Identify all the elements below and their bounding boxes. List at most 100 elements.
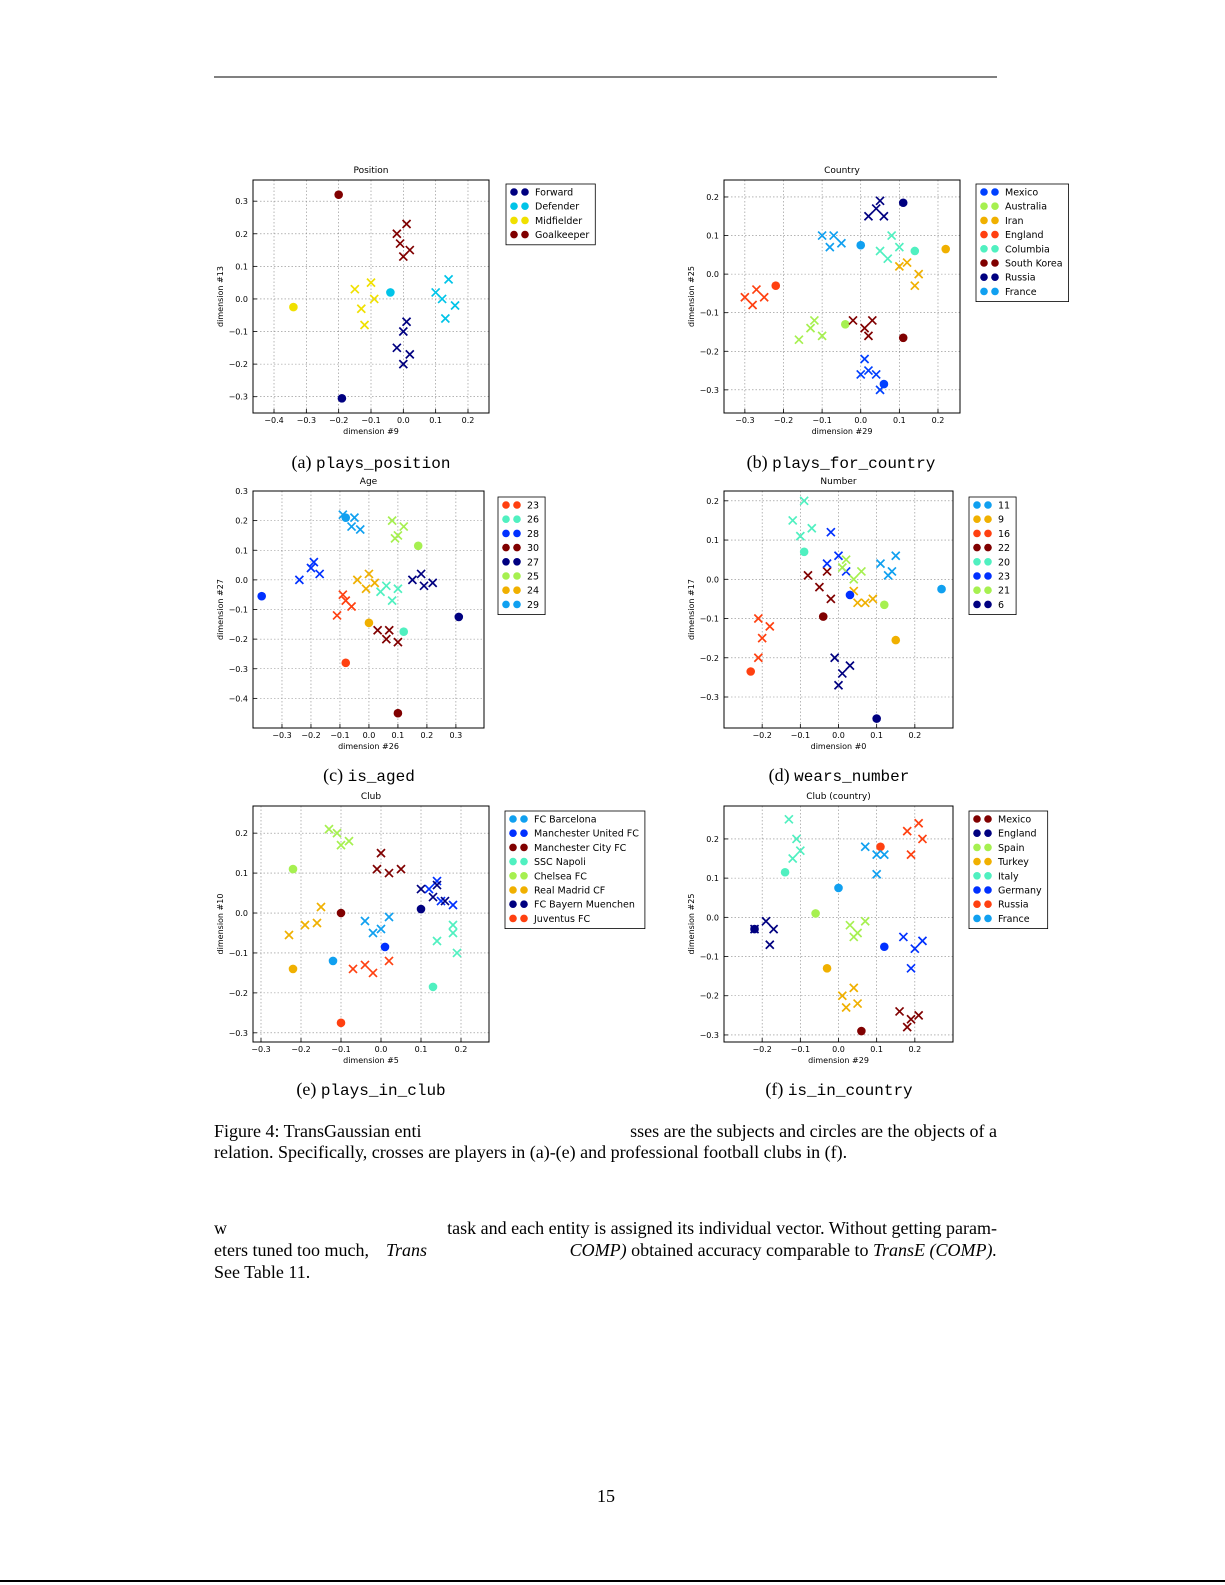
cross-point: [914, 1010, 924, 1020]
cross-point: [837, 562, 847, 573]
cross-point: [902, 1022, 912, 1032]
cross-point: [849, 574, 859, 584]
y-tick-label: 0.0: [706, 270, 719, 279]
legend-swatch: [984, 572, 992, 580]
cross-point: [364, 569, 374, 579]
caption-text: Figure 4: TransGaussian enti: [214, 1121, 422, 1141]
object-point: [341, 658, 351, 668]
legend-label: Chelsea FC: [534, 871, 587, 882]
legend-swatch: [509, 886, 517, 894]
legend-swatch: [502, 572, 510, 580]
object-point: [834, 883, 843, 893]
x-tick-label: −0.2: [752, 1045, 771, 1054]
cross-point: [393, 637, 403, 647]
object-point: [364, 618, 374, 628]
cross-point: [795, 846, 805, 856]
cross-point: [407, 575, 418, 585]
y-tick-label: −0.2: [700, 347, 719, 356]
x-tick-label: 0.0: [854, 416, 867, 425]
legend-swatch: [513, 543, 521, 552]
legend-label: Manchester City FC: [534, 843, 627, 854]
legend-swatch: [521, 188, 529, 196]
cross-point: [361, 584, 371, 594]
cross-point: [906, 1014, 916, 1024]
legend-label: SSC Napoli: [534, 857, 586, 868]
cross-point: [346, 521, 357, 532]
y-tick-label: 0.2: [706, 193, 719, 202]
legend-swatch: [980, 245, 988, 253]
object-point: [910, 246, 920, 256]
y-tick-label: −0.1: [700, 615, 719, 624]
cross-point: [359, 320, 370, 330]
cross-point: [284, 930, 294, 940]
cross-point: [390, 533, 400, 544]
legend-swatch: [510, 202, 518, 210]
body-text: obtained accuracy comparable to: [631, 1240, 868, 1260]
cross-point: [324, 824, 334, 834]
legend-swatch: [973, 829, 981, 837]
legend-label: 6: [998, 600, 1004, 611]
legend-swatch: [973, 900, 981, 908]
y-tick-label: 0.0: [706, 913, 719, 922]
legend-swatch: [991, 259, 999, 267]
cross-point: [356, 304, 366, 314]
legend-swatch: [973, 501, 981, 509]
legend-label: France: [1005, 287, 1037, 298]
legend-swatch: [984, 515, 992, 523]
cross-point: [348, 964, 358, 974]
cross-point: [392, 229, 402, 239]
legend-label: Turkey: [997, 857, 1029, 868]
legend-label: Spain: [998, 843, 1025, 854]
cross-point: [765, 621, 775, 631]
cross-point: [784, 814, 794, 824]
body-text: w: [214, 1218, 227, 1238]
legend-swatch: [521, 230, 529, 239]
chart-title: Age: [360, 477, 378, 487]
cross-point: [872, 850, 882, 860]
legend-label: 23: [527, 501, 539, 512]
cross-point: [863, 365, 874, 376]
legend-swatch: [980, 230, 988, 239]
legend-label: 30: [527, 543, 539, 554]
cross-point: [860, 916, 870, 926]
legend-label: England: [1005, 230, 1044, 241]
legend-swatch: [520, 900, 528, 908]
x-tick-label: −0.4: [264, 416, 283, 425]
cross-point: [830, 653, 840, 663]
cross-point: [859, 354, 870, 364]
y-tick-label: −0.2: [229, 989, 248, 998]
cross-point: [344, 836, 354, 846]
x-tick-label: −0.2: [752, 731, 771, 740]
object-point: [288, 864, 298, 874]
subcaption-name: is_aged: [348, 768, 415, 786]
legend-swatch: [509, 900, 517, 908]
legend-label: England: [998, 829, 1037, 840]
legend-swatch: [520, 857, 528, 866]
cross-point: [917, 834, 928, 844]
cross-point: [424, 884, 434, 894]
legend-swatch: [513, 515, 521, 523]
x-tick-label: 0.0: [832, 1045, 845, 1054]
cross-point: [372, 864, 382, 874]
y-tick-label: 0.2: [235, 517, 248, 526]
legend-swatch: [502, 600, 510, 609]
legend-label: 23: [998, 572, 1010, 583]
cross-point: [841, 555, 851, 565]
legend-swatch: [973, 857, 981, 866]
object-point: [872, 714, 881, 723]
subcaption: (f) is_in_country: [765, 1079, 913, 1100]
cross-point: [825, 242, 835, 252]
cross-point: [369, 294, 379, 304]
legend-label: Midfielder: [535, 216, 582, 227]
legend-swatch: [973, 558, 981, 566]
cross-point: [381, 634, 391, 644]
body-text: See Table 11.: [214, 1262, 310, 1282]
object-point: [428, 982, 438, 992]
subcaption: (b) plays_for_country: [747, 452, 936, 473]
object-point: [937, 584, 946, 594]
cross-point: [872, 869, 882, 879]
cross-point: [392, 343, 402, 353]
x-tick-label: −0.1: [791, 731, 810, 740]
y-axis-label: dimension #25: [687, 266, 696, 327]
x-tick-label: −0.3: [251, 1045, 270, 1054]
